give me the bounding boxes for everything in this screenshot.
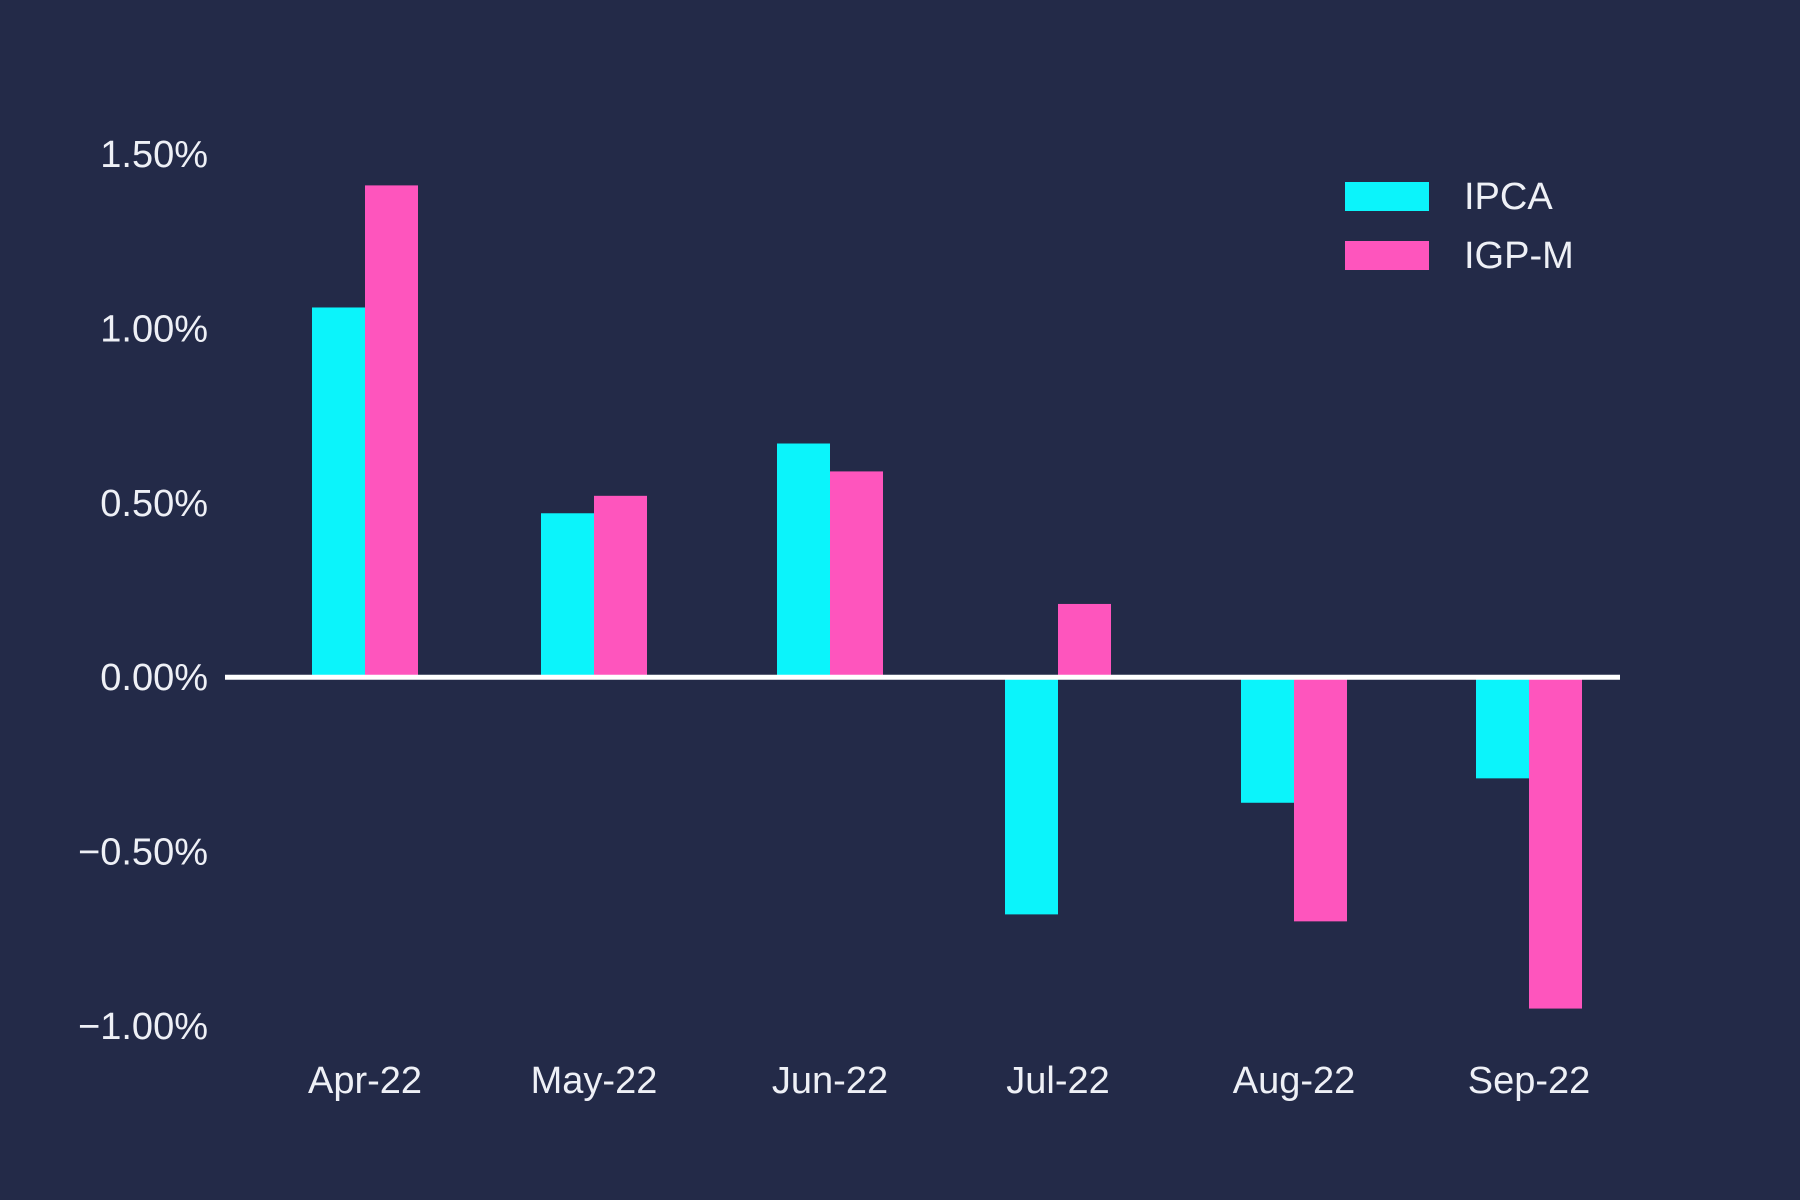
y-tick-label: 0.50% — [100, 483, 208, 525]
y-tick-label: 1.00% — [100, 308, 208, 350]
bar-ipca-jun-22 — [777, 443, 830, 678]
x-tick-label: May-22 — [531, 1060, 658, 1102]
bar-ipca-may-22 — [541, 513, 594, 678]
bar-igp-m-apr-22 — [365, 185, 418, 678]
bar-igp-m-aug-22 — [1294, 677, 1347, 922]
x-tick-label: Sep-22 — [1468, 1060, 1591, 1102]
legend-swatch-igp-m — [1345, 241, 1429, 270]
bar-ipca-aug-22 — [1241, 677, 1294, 803]
x-tick-label: Jul-22 — [1006, 1060, 1110, 1102]
axis-layer: Apr-22 May-22 Jun-22 Jul-22 Aug-22 Sep-22 1.50… — [78, 134, 1620, 1102]
y-tick-label: −0.50% — [78, 832, 208, 874]
legend: IPCA IGP-M — [1345, 176, 1574, 277]
legend-swatch-ipca — [1345, 182, 1429, 211]
x-tick-label: Jun-22 — [772, 1060, 888, 1102]
bar-ipca-sep-22 — [1476, 677, 1529, 779]
y-tick-label: 0.00% — [100, 657, 208, 699]
bar-ipca-jul-22 — [1005, 677, 1058, 915]
bars-layer — [312, 185, 1582, 1009]
bar-igp-m-may-22 — [594, 495, 647, 678]
bar-ipca-apr-22 — [312, 307, 365, 678]
legend-label-ipca: IPCA — [1464, 176, 1553, 218]
bar-igp-m-jun-22 — [830, 471, 883, 678]
y-tick-label: 1.50% — [100, 134, 208, 176]
x-tick-label: Aug-22 — [1233, 1060, 1356, 1102]
x-tick-label: Apr-22 — [308, 1060, 422, 1102]
bar-igp-m-sep-22 — [1529, 677, 1582, 1009]
bar-igp-m-jul-22 — [1058, 603, 1111, 678]
y-tick-label: −1.00% — [78, 1006, 208, 1048]
legend-label-igp-m: IGP-M — [1464, 235, 1574, 277]
